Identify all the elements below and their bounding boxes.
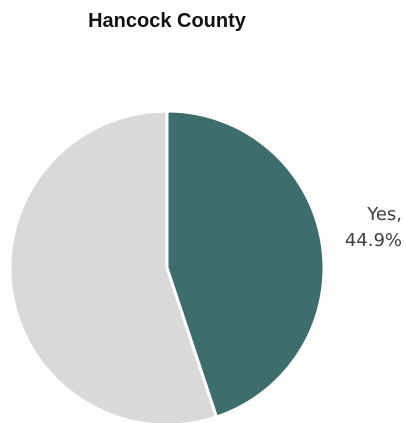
slice-label-yes-name: Yes,: [367, 204, 402, 225]
pie-slice-yes: [165, 109, 326, 419]
chart-title: Hancock County: [88, 10, 246, 32]
slice-label-yes-value: 44.9%: [344, 230, 402, 251]
slice-label-yes: Yes, 44.9%: [322, 202, 402, 254]
pie-slices: [8, 109, 326, 423]
